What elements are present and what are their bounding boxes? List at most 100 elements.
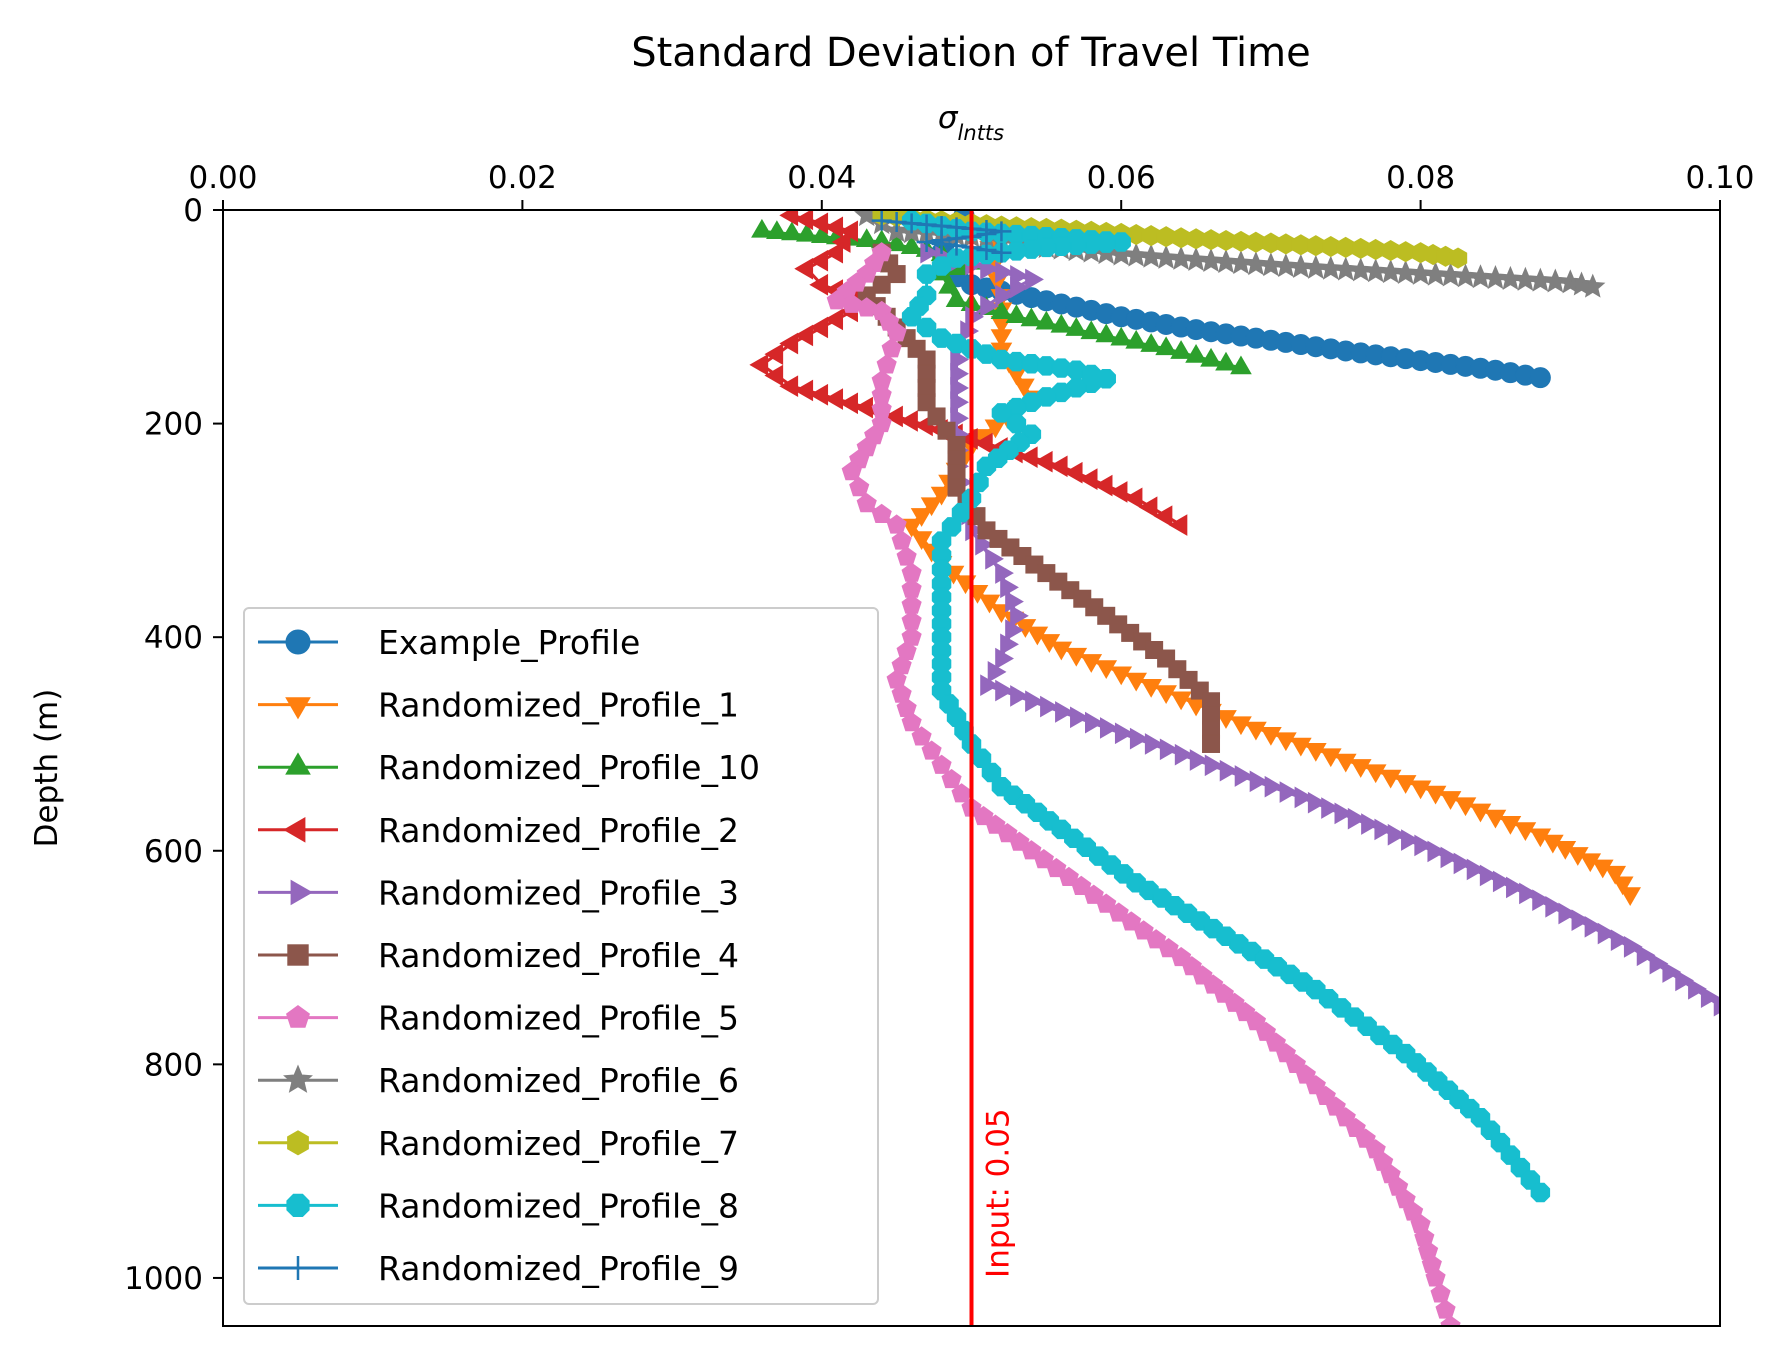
data-point (1065, 317, 1088, 336)
data-point (1700, 986, 1720, 1009)
legend-marker (283, 1064, 313, 1093)
data-point (1133, 920, 1154, 940)
data-point (1096, 368, 1116, 389)
data-point (886, 322, 907, 342)
data-point (1424, 785, 1447, 805)
data-point (1333, 256, 1359, 281)
legend-entry: Randomized_Profile_3 (258, 873, 739, 912)
data-point (1571, 909, 1591, 932)
data-point (1440, 1315, 1461, 1326)
legend-marker (285, 697, 311, 720)
data-point (796, 222, 818, 242)
y-tick-label: 800 (144, 1047, 203, 1083)
data-point (931, 233, 952, 254)
data-point (1649, 952, 1669, 975)
data-point (1146, 929, 1167, 949)
legend-entry: Randomized_Profile_8 (258, 1186, 739, 1225)
data-point (995, 284, 1014, 307)
data-point (1215, 351, 1237, 371)
data-point (1021, 840, 1042, 860)
data-point (950, 391, 970, 414)
data-point (1125, 329, 1147, 349)
data-point (980, 295, 999, 317)
data-point (1108, 481, 1128, 503)
data-point (1000, 633, 1019, 656)
data-point (1580, 273, 1606, 298)
series-layer (749, 210, 1720, 1326)
data-point (1035, 310, 1058, 330)
data-point (1006, 351, 1027, 372)
data-point (910, 531, 933, 551)
data-point (1285, 1053, 1306, 1073)
data-point (1078, 468, 1098, 490)
series-randomized-profile-8 (901, 210, 1551, 1203)
data-point (950, 377, 970, 399)
data-point (1125, 672, 1147, 692)
data-point (891, 530, 912, 550)
legend-label: Randomized_Profile_1 (378, 686, 739, 725)
data-point (1467, 264, 1494, 289)
data-point (1529, 367, 1551, 389)
data-point (1492, 870, 1512, 893)
data-point (1430, 1283, 1451, 1303)
data-point (1479, 864, 1499, 887)
data-point (1304, 743, 1327, 762)
data-point (1243, 251, 1269, 276)
data-point (931, 328, 952, 348)
data-point (1619, 887, 1642, 906)
data-point (1275, 1043, 1296, 1063)
data-point (809, 383, 829, 406)
data-point (1123, 487, 1143, 510)
data-point (1604, 865, 1627, 885)
data-point (941, 768, 962, 789)
data-point (1379, 769, 1402, 789)
data-point (1121, 911, 1142, 931)
data-point (1170, 340, 1192, 359)
data-point (1409, 780, 1432, 800)
data-point (1108, 241, 1134, 266)
data-point (916, 264, 937, 284)
data-point (1279, 781, 1299, 803)
data-point (1361, 813, 1380, 835)
x-axis-ticks: 0.00 0.02 0.04 0.06 0.08 0.10 (188, 160, 1755, 210)
data-point (751, 218, 773, 238)
data-point (990, 329, 1013, 348)
series-randomized-profile-3 (920, 241, 1720, 1017)
data-point (917, 393, 936, 412)
data-point (991, 221, 1012, 242)
x-tick-label: 0.06 (1087, 160, 1156, 196)
legend-label: Randomized_Profile_10 (378, 748, 760, 787)
data-point (1425, 1267, 1446, 1287)
data-point (901, 213, 922, 234)
data-point (1036, 387, 1057, 407)
data-point (1005, 590, 1024, 613)
data-point (809, 273, 829, 296)
data-point (764, 364, 784, 387)
data-point (1215, 710, 1237, 729)
legend-entry: Randomized_Profile_6 (258, 1061, 739, 1100)
data-point (1013, 378, 1035, 398)
data-point (1427, 840, 1447, 863)
legend-marker (286, 1256, 310, 1280)
legend-marker (285, 752, 311, 775)
data-point (749, 354, 769, 376)
data-point (1527, 267, 1554, 292)
data-point (901, 711, 922, 732)
data-point (1036, 356, 1057, 376)
data-point (1168, 245, 1194, 270)
data-point (886, 212, 907, 233)
data-point (824, 388, 844, 410)
legend-box (243, 607, 879, 1305)
data-point (1000, 576, 1019, 599)
legend-entry: Randomized_Profile_5 (258, 999, 739, 1038)
data-point (916, 317, 937, 338)
data-point (871, 210, 892, 231)
legend-label: Randomized_Profile_8 (378, 1186, 739, 1225)
data-point (1334, 802, 1354, 825)
data-point (1018, 446, 1038, 468)
data-point (1688, 978, 1707, 1000)
data-point (809, 316, 829, 339)
data-point (931, 256, 952, 276)
data-point (900, 518, 923, 538)
